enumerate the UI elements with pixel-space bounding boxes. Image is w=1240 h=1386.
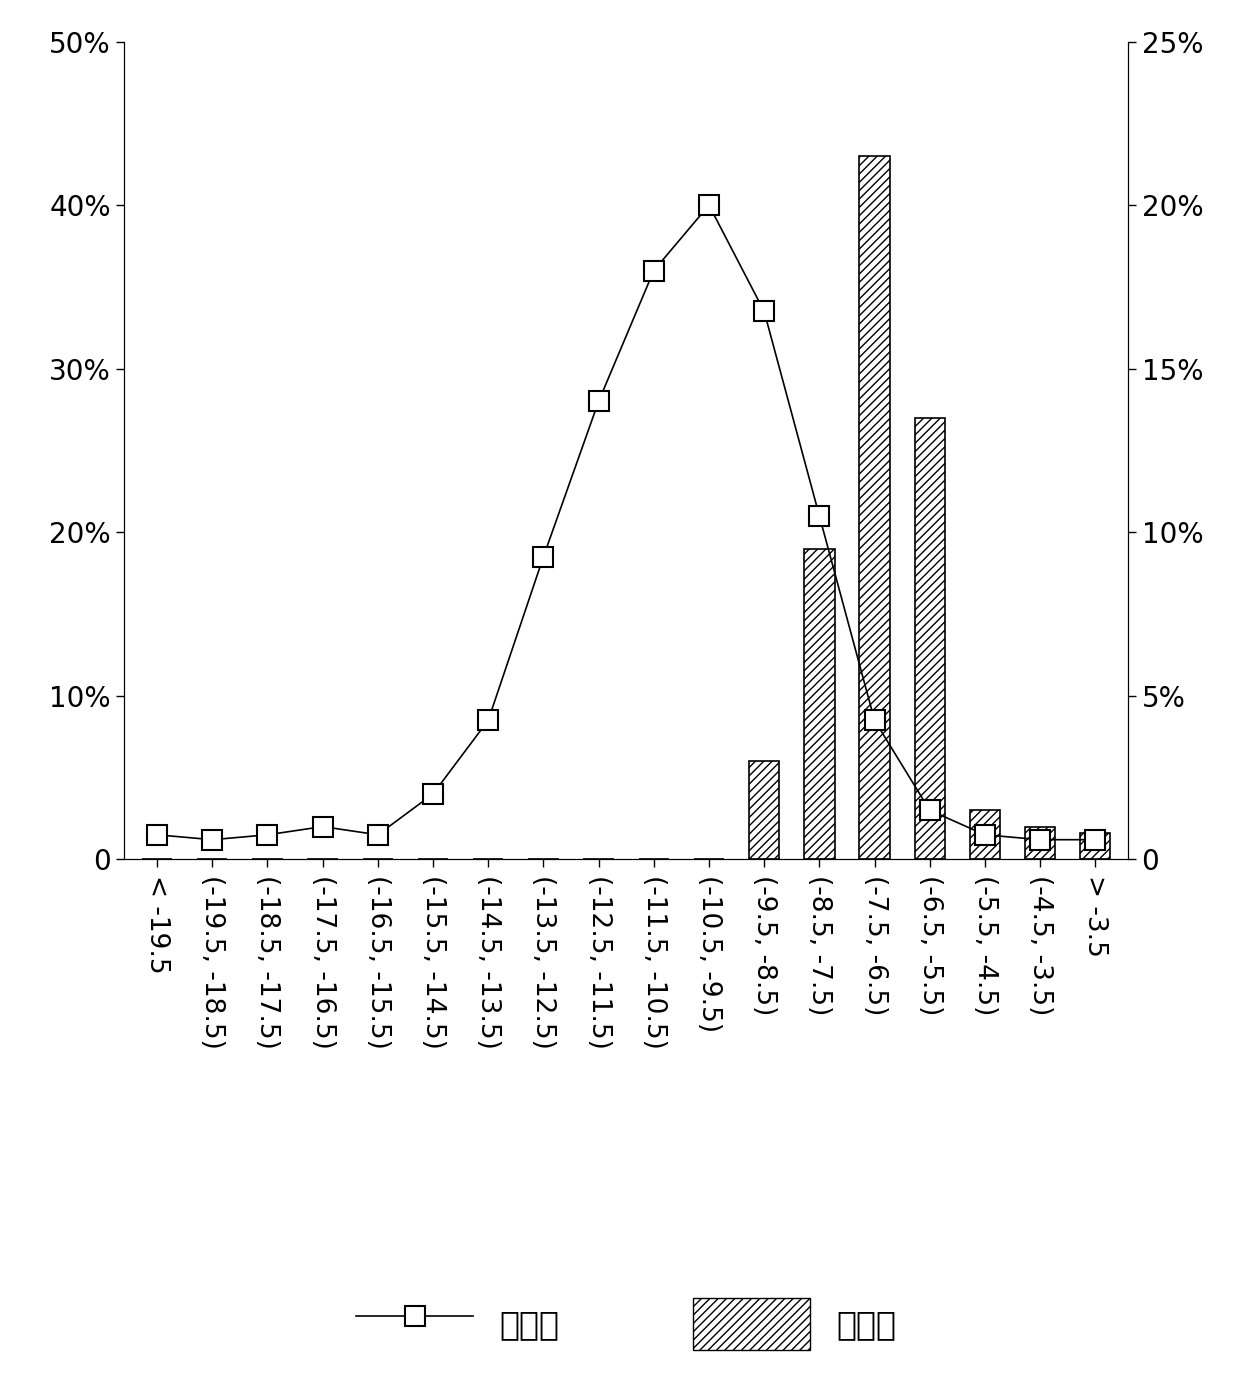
Bar — [970, 811, 1001, 859]
Bar — [749, 761, 780, 859]
Bar — [1080, 833, 1111, 859]
Bar — [915, 417, 945, 859]
Bar — [1025, 826, 1055, 859]
Bar — [859, 157, 890, 859]
Bar — [805, 549, 835, 859]
Legend: 修改前, 修改后: 修改前, 修改后 — [356, 1299, 897, 1350]
